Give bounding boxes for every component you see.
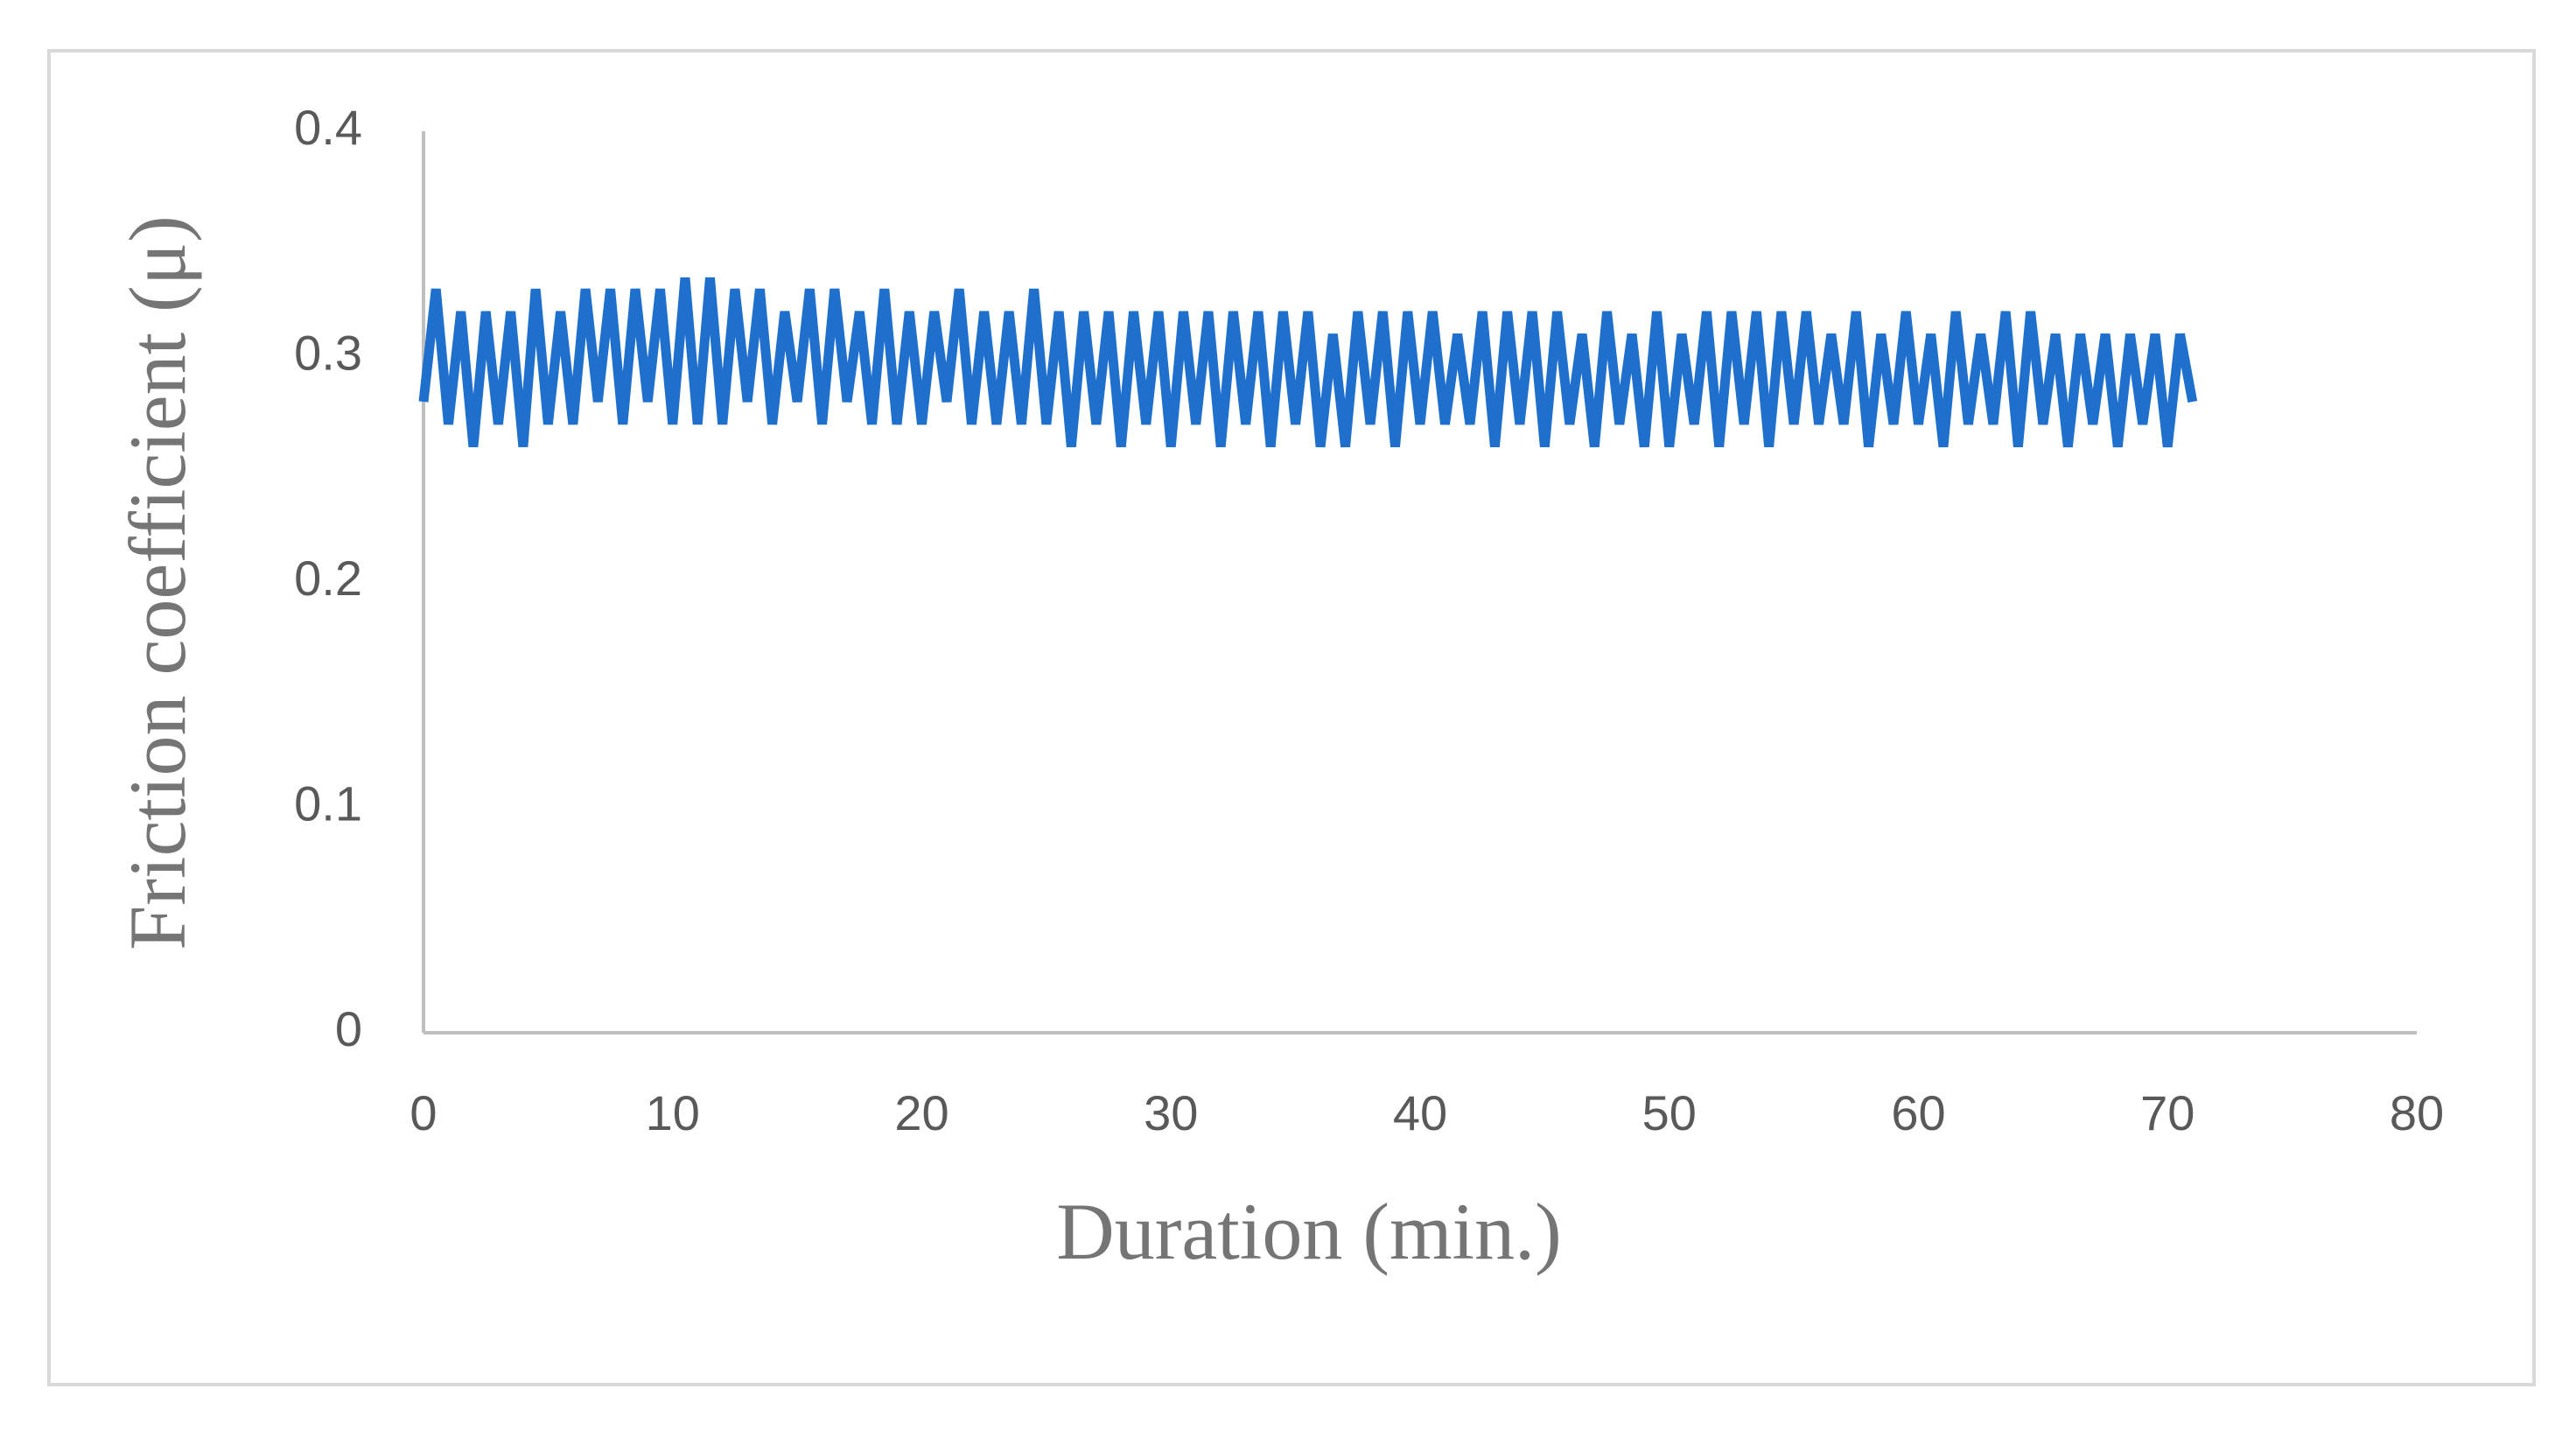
x-tick-label: 40 [1393, 1085, 1447, 1140]
y-tick-label: 0.2 [294, 551, 362, 606]
x-tick-label: 10 [646, 1085, 700, 1140]
x-tick-label: 70 [2140, 1085, 2194, 1140]
x-tick-label: 80 [2390, 1085, 2444, 1140]
x-tick-label: 30 [1144, 1085, 1198, 1140]
x-tick-label: 0 [410, 1085, 437, 1140]
x-tick-label: 20 [894, 1085, 948, 1140]
y-tick-label: 0.4 [294, 100, 362, 155]
chart-frame [47, 49, 2536, 1386]
x-tick-label: 60 [1891, 1085, 1945, 1140]
y-axis-title: Friction coefficient (μ) [113, 215, 202, 950]
y-tick-label: 0.1 [294, 775, 362, 831]
y-tick-label: 0 [335, 1001, 362, 1056]
x-axis-title: Duration (min.) [1056, 1187, 1561, 1276]
x-tick-label: 50 [1642, 1085, 1697, 1140]
data-line [418, 277, 2198, 448]
y-tick-label: 0.3 [294, 325, 362, 380]
